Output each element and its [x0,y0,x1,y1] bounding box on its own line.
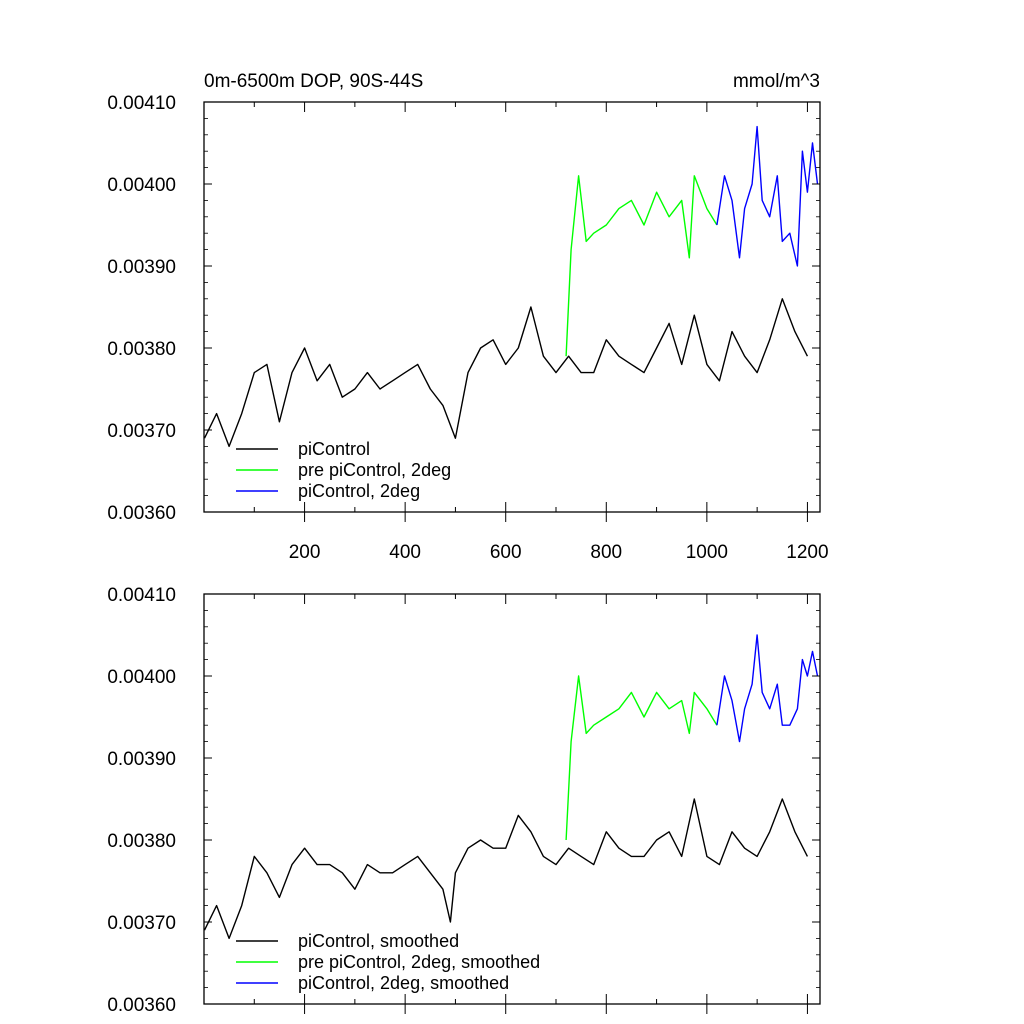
series-line-1 [565,175,718,357]
y-tick-label: 0.00380 [107,831,176,852]
bottom-chart: 0.00360 0.00370 0.00380 0.00390 0.00400 0.004… [107,585,821,1016]
y-tick-label: 0.00360 [107,995,176,1016]
y-tick-label: 0.00370 [107,421,176,442]
top-ticks: 0.00360 0.00370 0.00380 0.00390 0.00400 0.004… [107,93,828,563]
y-tick-label: 0.00390 [107,257,176,278]
x-tick-label: 800 [590,542,622,563]
x-tick-label: 1200 [786,542,828,563]
series-line-2 [716,634,819,743]
legend-label-0: piControl, smoothed [298,931,459,951]
y-tick-label: 0.00410 [107,93,176,114]
bottom-plot-frame [203,593,821,1005]
y-tick-label: 0.00400 [107,667,176,688]
series-line-0 [203,298,809,448]
bottom-ticks: 0.00360 0.00370 0.00380 0.00390 0.00400 0.004… [107,585,820,1016]
top-plot-frame [203,101,821,513]
legend-label-1: pre piControl, 2deg [298,460,451,480]
x-tick-label: 600 [490,542,522,563]
y-tick-label: 0.00370 [107,913,176,934]
y-tick-label: 0.00390 [107,749,176,770]
x-tick-label: 200 [289,542,321,563]
top-series-layer [203,125,819,448]
y-tick-label: 0.00380 [107,339,176,360]
series-line-1 [565,675,718,841]
legend-label-2: piControl, 2deg, smoothed [298,973,509,993]
bottom-series-layer [203,634,819,940]
y-tick-label: 0.00360 [107,503,176,524]
legend-label-1: pre piControl, 2deg, smoothed [298,952,540,972]
series-line-0 [203,798,809,940]
legend-label-0: piControl [298,439,370,459]
top-chart: 0m-6500m DOP, 90S-44S mmol/m^3 0.003600.… [107,71,828,563]
legend-label-2: piControl, 2deg [298,481,420,501]
x-tick-label: 400 [389,542,421,563]
chart-title: 0m-6500m DOP, 90S-44S [204,71,423,92]
y-tick-label: 0.00400 [107,175,176,196]
series-line-2 [716,125,819,267]
x-tick-label: 1000 [686,542,728,563]
y-tick-label: 0.00410 [107,585,176,606]
chart-units: mmol/m^3 [733,71,820,92]
